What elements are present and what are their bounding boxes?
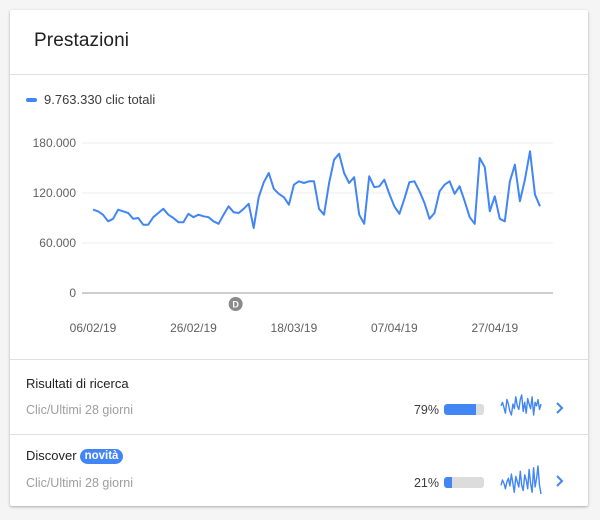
chart-divider xyxy=(10,359,588,360)
chevron-right-icon[interactable] xyxy=(550,398,570,418)
legend-swatch-icon xyxy=(26,97,37,102)
x-tick-label: 06/02/19 xyxy=(70,321,117,335)
share-bar-fill xyxy=(444,404,476,415)
performance-line-chart[interactable]: 180.000 120.000 60.000 0 06/02/19 26/02/19 18/… xyxy=(10,10,588,350)
chevron-right-icon[interactable] xyxy=(550,471,570,491)
sparkline xyxy=(500,394,542,416)
x-tick-label: 27/04/19 xyxy=(471,321,518,335)
y-tick-label: 60.000 xyxy=(39,236,76,250)
row-discover[interactable]: Discover novità Clic/Ultimi 28 giorni 21% xyxy=(10,435,588,506)
sparkline xyxy=(500,465,542,495)
row-divider xyxy=(10,434,588,435)
annotation-marker[interactable]: D xyxy=(228,297,243,311)
new-badge: novità xyxy=(79,449,124,464)
y-tick-label: 120.000 xyxy=(33,186,77,200)
row-subtitle: Clic/Ultimi 28 giorni xyxy=(26,403,133,417)
y-tick-label: 0 xyxy=(69,286,76,300)
x-tick-label: 18/03/19 xyxy=(271,321,318,335)
row-percent: 79% xyxy=(413,403,439,417)
row-search-results[interactable]: Risultati di ricerca Clic/Ultimi 28 gior… xyxy=(10,360,588,434)
chart-legend[interactable]: 9.763.330 clic totali xyxy=(26,92,155,107)
x-tick-label: 07/04/19 xyxy=(371,321,418,335)
row-subtitle: Clic/Ultimi 28 giorni xyxy=(26,476,133,490)
card-title: Prestazioni xyxy=(34,30,130,51)
clicks-series-line[interactable] xyxy=(92,150,541,229)
row-title: Discover novità xyxy=(26,448,124,464)
share-bar xyxy=(444,477,484,488)
row-title: Risultati di ricerca xyxy=(26,376,129,391)
share-bar xyxy=(444,404,484,415)
share-bar-fill xyxy=(444,477,453,488)
x-tick-label: 26/02/19 xyxy=(170,321,217,335)
row-percent: 21% xyxy=(413,476,439,490)
header-divider xyxy=(10,74,588,75)
y-tick-label: 180.000 xyxy=(33,136,77,150)
legend-label: 9.763.330 clic totali xyxy=(44,92,156,107)
performance-card: Prestazioni 9.763.330 clic totali 180.00… xyxy=(10,10,588,506)
svg-text:D: D xyxy=(232,300,239,310)
row-title-text: Discover xyxy=(26,448,77,463)
